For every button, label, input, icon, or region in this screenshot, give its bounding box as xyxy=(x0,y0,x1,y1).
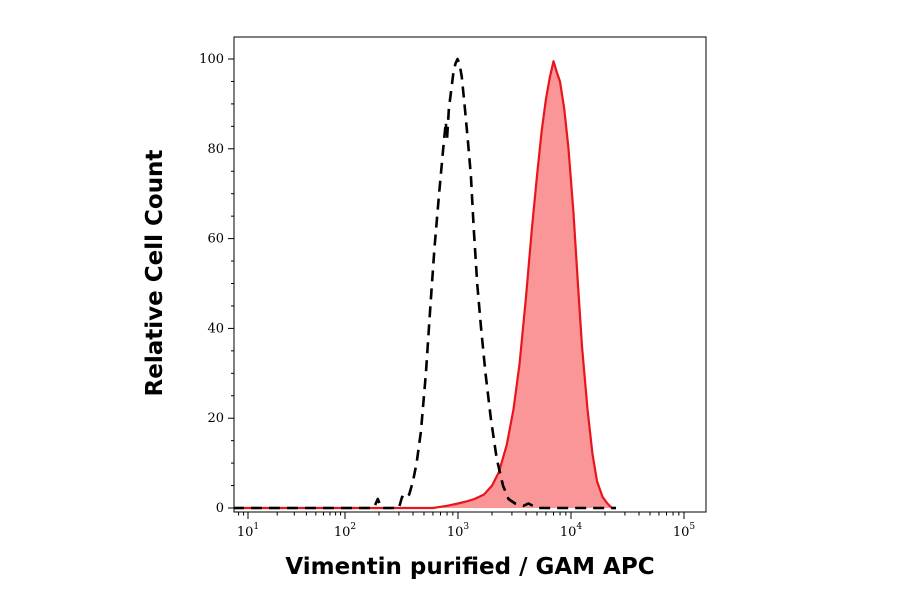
x-tick-label: 103 xyxy=(447,522,470,540)
y-axis-title: Relative Cell Count xyxy=(142,150,168,397)
series-layer xyxy=(234,57,616,510)
x-axis: 101 102 103 104 105 xyxy=(237,512,696,540)
y-tick-label: 40 xyxy=(207,321,224,336)
dashed-series-line xyxy=(234,57,616,510)
x-tick-label: 102 xyxy=(334,522,356,540)
y-tick-label: 60 xyxy=(207,232,224,247)
plot-frame xyxy=(233,36,707,513)
filled-series-area xyxy=(234,61,616,508)
y-tick-label: 20 xyxy=(207,411,224,426)
y-tick-label: 100 xyxy=(199,52,224,67)
x-tick-label: 101 xyxy=(237,522,259,540)
y-tick-label: 0 xyxy=(216,501,224,516)
filled-series-line xyxy=(234,60,616,510)
x-tick-label: 105 xyxy=(673,522,696,540)
x-axis-title: Vimentin purified / GAM APC xyxy=(285,554,654,580)
x-tick-label: 104 xyxy=(560,522,583,540)
y-tick-label: 80 xyxy=(207,142,224,157)
y-axis: 0 20 40 60 80 100 xyxy=(199,52,234,516)
